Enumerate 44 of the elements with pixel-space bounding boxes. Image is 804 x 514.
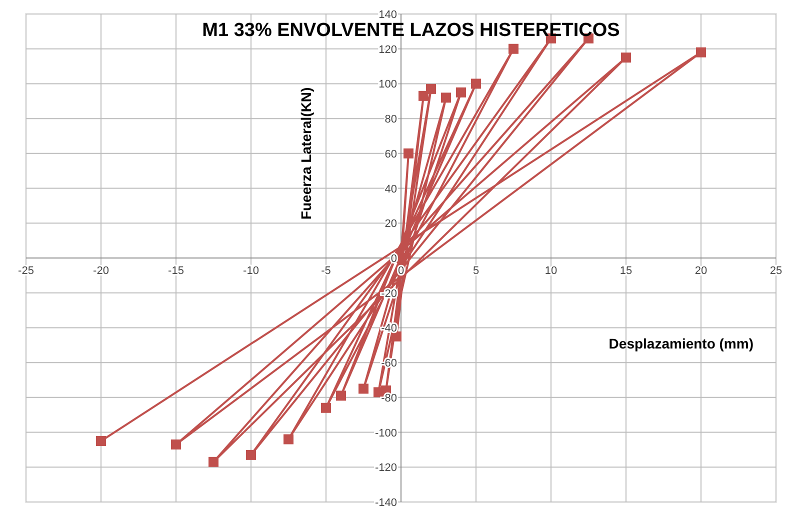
x-tick-label: -15 xyxy=(168,265,184,277)
x-tick-label: -5 xyxy=(321,265,331,277)
y-tick-label: -80 xyxy=(381,392,397,404)
y-tick-label: 20 xyxy=(384,218,397,230)
x-tick-label: 25 xyxy=(770,265,782,277)
point xyxy=(374,387,384,398)
point xyxy=(621,52,631,63)
x-tick-label: 20 xyxy=(694,265,708,277)
point xyxy=(284,434,294,444)
x-tick-label: 15 xyxy=(620,265,632,277)
x-tick-label: 10 xyxy=(544,265,558,277)
y-tick-label: 40 xyxy=(384,183,397,196)
x-axis-title: Desplazamiento (mm) xyxy=(608,336,754,352)
y-tick-label: -140 xyxy=(374,497,397,509)
y-tick-label: 60 xyxy=(384,148,397,160)
point xyxy=(321,402,331,413)
y-tick-label: -120 xyxy=(374,462,397,474)
y-tick-label: 140 xyxy=(378,9,397,21)
y-tick-label: 100 xyxy=(378,78,397,91)
chart-title: M1 33% ENVOLVENTE LAZOS HISTERETICOS xyxy=(202,20,620,41)
point xyxy=(358,384,368,394)
point xyxy=(471,78,481,89)
x-tick-label: -25 xyxy=(18,265,34,277)
point xyxy=(171,439,181,450)
y-axis-title: Fueerza Lateral(KN) xyxy=(298,87,314,220)
point xyxy=(208,456,218,467)
y-tick-label: -100 xyxy=(374,427,397,440)
y-tick-label: 0 xyxy=(390,253,397,265)
point xyxy=(246,450,256,460)
point xyxy=(96,436,106,446)
y-tick-label: 120 xyxy=(378,44,397,56)
x-tick-label: -10 xyxy=(243,265,259,277)
x-tick-label: 0 xyxy=(398,265,404,277)
point xyxy=(404,148,414,158)
x-tick-label: 5 xyxy=(472,265,480,277)
point xyxy=(441,92,451,103)
point xyxy=(696,47,706,58)
point xyxy=(336,390,346,401)
point xyxy=(508,44,518,54)
point xyxy=(418,90,428,101)
point xyxy=(456,87,466,98)
point xyxy=(426,84,436,94)
y-tick-label: 80 xyxy=(384,114,397,126)
x-tick-label: -20 xyxy=(93,265,109,277)
